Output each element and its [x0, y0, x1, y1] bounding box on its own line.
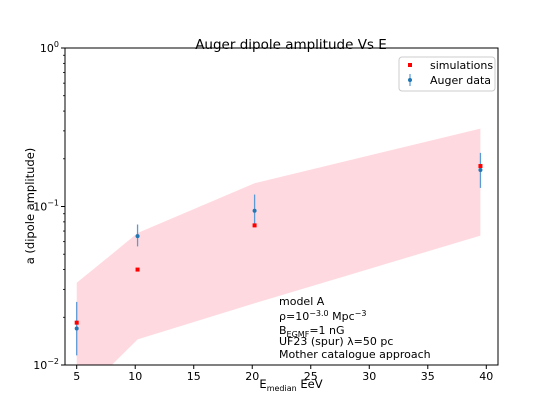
- x-axis-label-subscript: median: [267, 384, 297, 393]
- x-tick-label: 25: [304, 370, 318, 383]
- annotation-catalogue: Mother catalogue approach: [279, 348, 431, 361]
- legend-label-auger: Auger data: [430, 74, 491, 87]
- y-axis-ticks: 10−2 10−1 100: [33, 40, 65, 372]
- annotation-field: BEGMF=1 nG: [279, 324, 345, 339]
- legend: simulations Auger data: [398, 56, 496, 92]
- y-tick-label: 10−2: [33, 357, 59, 372]
- x-tick-label: 35: [421, 370, 435, 383]
- y-tick-label: 10−1: [33, 199, 59, 214]
- y-axis-label: a (dipole amplitude): [23, 148, 37, 265]
- x-tick-label: 5: [73, 370, 80, 383]
- confidence-band: [76, 128, 481, 365]
- point-simulations: [135, 267, 140, 272]
- legend-box: [398, 56, 496, 92]
- point-auger: [135, 234, 140, 239]
- point-auger: [478, 167, 483, 172]
- band-area: [76, 128, 481, 365]
- x-tick-label: 30: [362, 370, 376, 383]
- y-tick-label: 100: [40, 40, 59, 55]
- x-axis-ticks: 5 10 15 20 25 30 35 40: [73, 365, 493, 383]
- x-tick-label: 20: [245, 370, 259, 383]
- data-markers: [74, 164, 483, 331]
- annotation-density: ρ=10−3.0 Mpc−3: [279, 309, 366, 323]
- annotation-model: model A: [279, 295, 325, 308]
- x-tick-label: 15: [187, 370, 201, 383]
- x-axis-label: Emedian EeV: [259, 377, 322, 393]
- legend-marker-auger: [408, 78, 412, 82]
- point-simulations: [478, 164, 483, 169]
- chart-title: Auger dipole amplitude Vs E: [195, 37, 387, 53]
- point-auger: [74, 326, 79, 331]
- legend-marker-simulations: [408, 63, 412, 67]
- point-simulations: [252, 223, 257, 228]
- point-auger: [252, 208, 257, 213]
- legend-label-simulations: simulations: [430, 59, 493, 72]
- annotation-coherence: UF23 (spur) λ=50 pc: [279, 335, 393, 348]
- point-simulations: [74, 320, 79, 325]
- x-tick-label: 40: [479, 370, 493, 383]
- x-tick-label: 10: [128, 370, 142, 383]
- model-annotation: model A ρ=10−3.0 Mpc−3 BEGMF=1 nG UF23 (…: [279, 295, 431, 361]
